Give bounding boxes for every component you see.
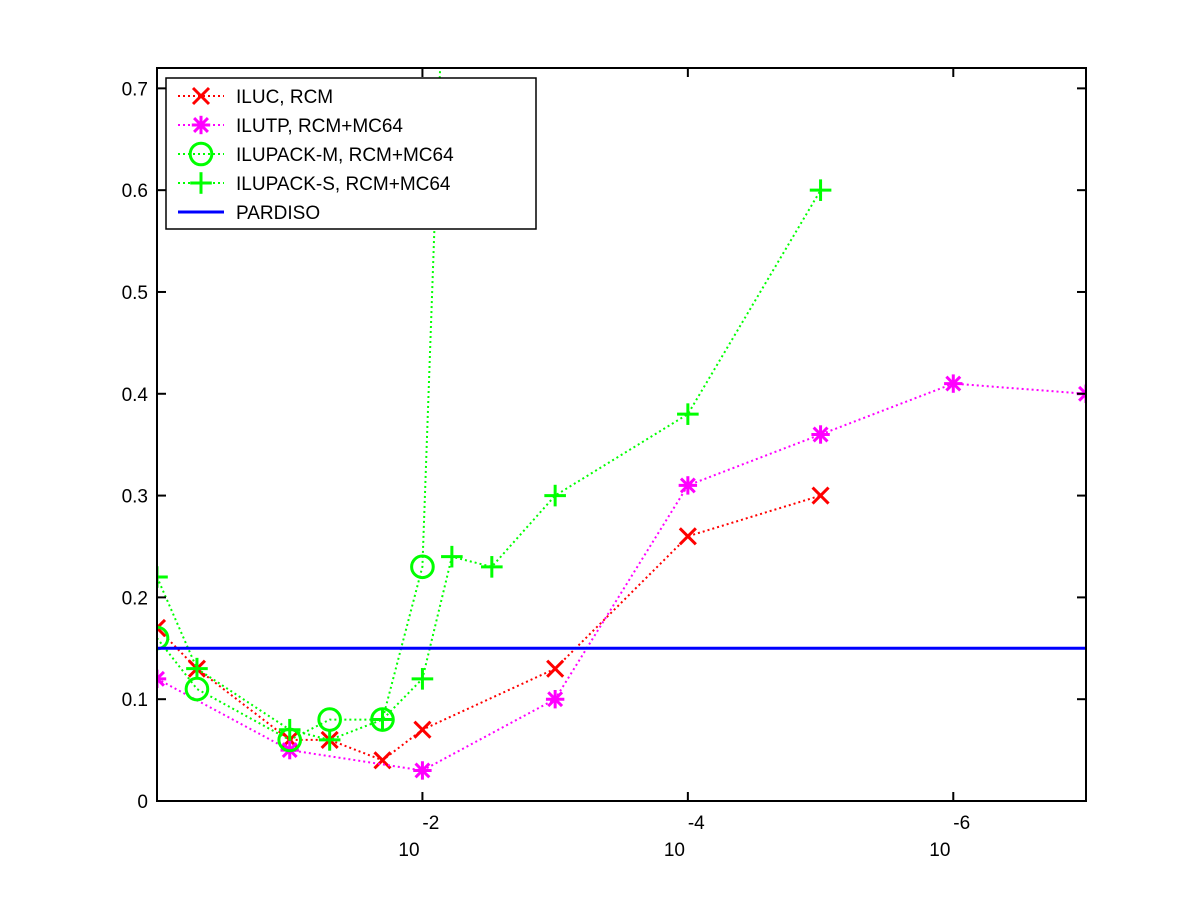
series-line [157,382,1086,772]
marker-x [191,86,211,106]
x-tick-label-exponent: -6 [953,813,970,834]
x-tick-label-base: 10 [664,840,685,861]
legend: ILUC, RCM ILUTP, RCM+MC64 ILUPACK-M, RCM+M… [165,77,537,230]
axes: 00.10.20.30.40.50.60.710-210-410-6 [122,67,1087,861]
y-tick-label: 0.4 [122,385,149,406]
y-tick-label: 0.6 [122,181,148,202]
legend-label: PARDISO [236,203,320,224]
legend-box [165,77,537,230]
marker-star [157,670,165,681]
marker-star [547,691,564,708]
marker-star [1078,391,1086,402]
marker-star [812,426,829,443]
plot-area [157,68,1086,780]
series-3 [157,179,832,751]
series-line [157,68,442,742]
x-tick-label-base: 10 [929,840,950,861]
legend-entry: ILUPACK-M, RCM+MC64 [178,141,454,167]
y-tick-label: 0.7 [122,79,148,100]
marker-x [373,751,392,770]
legend-entry: ILUTP, RCM+MC64 [178,115,403,137]
legend-entry: PARDISO [178,203,320,224]
axes-frame [156,67,1087,802]
marker-circle [410,554,435,580]
y-tick-label: 0.2 [122,588,148,609]
x-tick-label-exponent: -2 [422,813,439,834]
marker-x [157,625,167,637]
marker-circle [157,625,170,651]
legend-label: ILUPACK-S, RCM+MC64 [236,174,451,195]
marker-x [811,486,830,505]
y-tick-label: 0 [137,792,148,813]
y-tick-label: 0.1 [122,690,148,711]
x-tick-label-base: 10 [398,840,419,861]
x-tick-label-exponent: -4 [688,813,705,834]
legend-entry: ILUC, RCM [178,86,333,108]
marker-star [1078,385,1086,396]
marker-x [413,720,432,739]
marker-star [157,676,165,687]
marker-x [157,618,167,631]
marker-star [945,375,962,392]
marker-star [193,117,209,133]
marker-x [678,527,697,546]
marker-star [679,477,696,494]
legend-label: ILUC, RCM [236,87,333,108]
marker-star [414,762,431,779]
y-tick-label: 0.5 [122,283,148,304]
legend-entry: ILUPACK-S, RCM+MC64 [178,172,451,195]
y-tick-label: 0.3 [122,487,148,508]
legend-label: ILUPACK-M, RCM+MC64 [236,145,454,166]
legend-label: ILUTP, RCM+MC64 [236,116,403,137]
marker-circle [188,141,214,167]
marker-x [546,659,565,678]
